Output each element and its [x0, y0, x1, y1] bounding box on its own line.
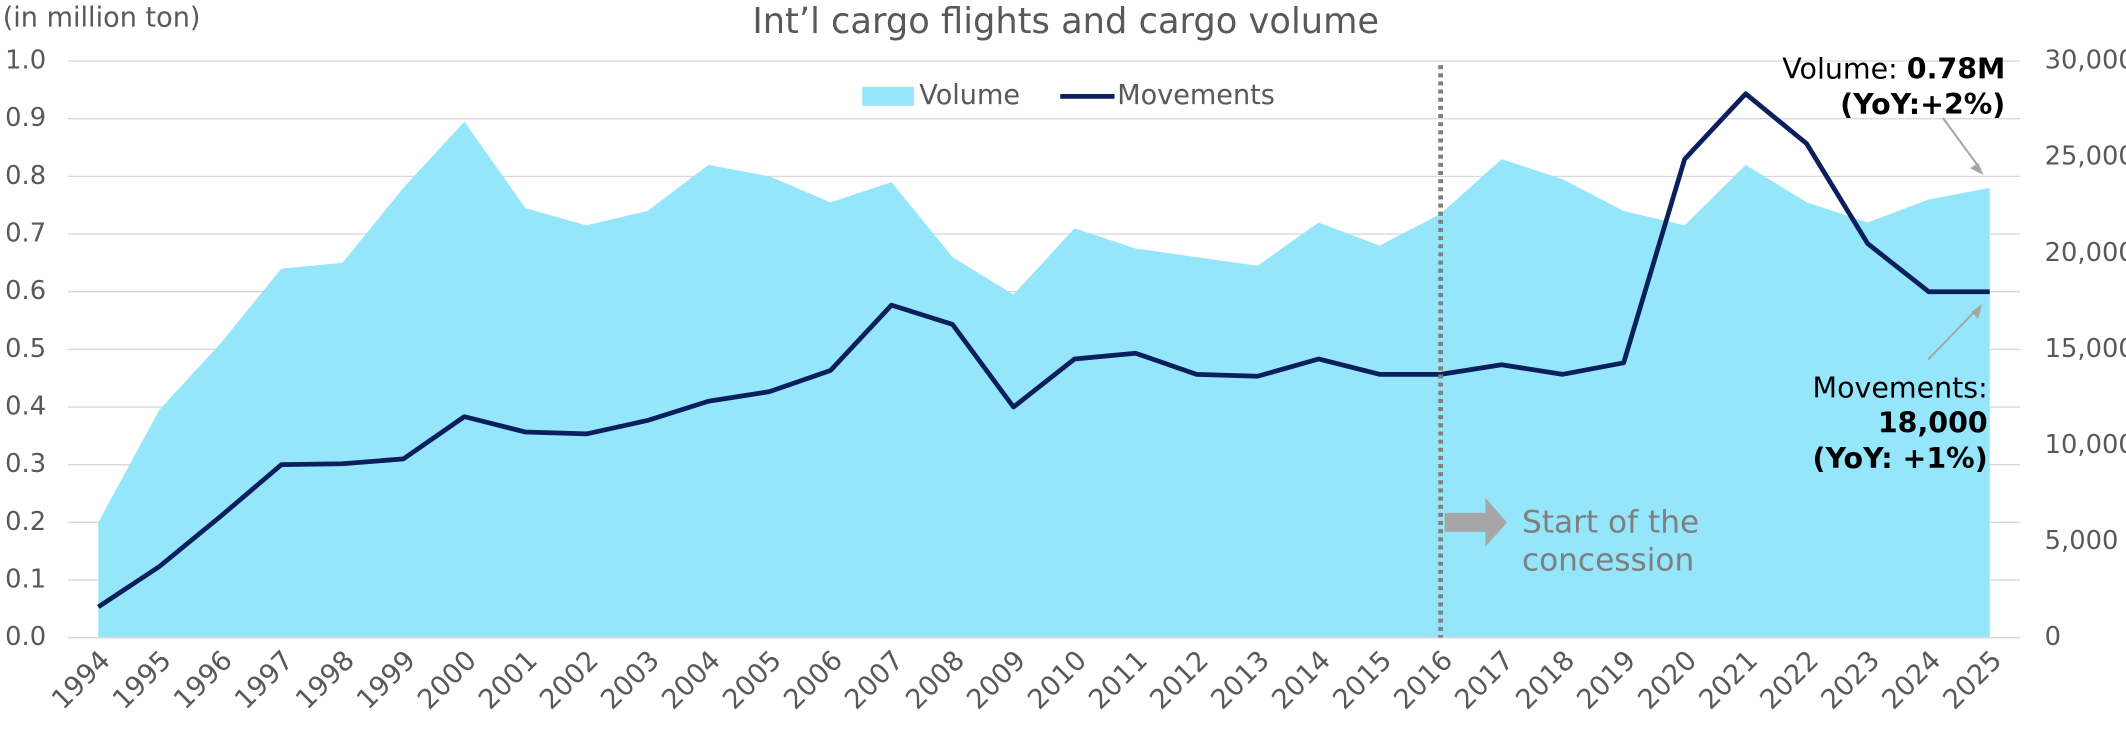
x-tick-label: 2023	[1815, 645, 1886, 716]
x-tick-label: 1994	[46, 645, 117, 716]
x-tick-label: 2011	[1083, 645, 1154, 716]
volume-note: Volume: 0.78M	[1782, 53, 2005, 86]
x-tick-label: 2016	[1388, 645, 1459, 716]
movements-note-value: 18,000	[1878, 407, 1988, 440]
y2-tick-label: 5,000	[2045, 526, 2119, 556]
volume-note-yoy: (YoY:+2%)	[1840, 88, 2005, 121]
concession-arrow	[1444, 497, 1508, 547]
x-tick-label: 2002	[534, 645, 605, 716]
y2-tick-label: 20,000	[2045, 238, 2126, 268]
y2-tick-label: 10,000	[2045, 430, 2126, 460]
y-tick-label: 0.9	[5, 103, 46, 133]
x-tick-label: 2007	[839, 645, 910, 716]
x-tick-label: 2013	[1205, 645, 1276, 716]
x-tick-label: 2010	[1022, 645, 1093, 716]
movements-pointer	[1927, 311, 1975, 361]
y2-tick-label: 30,000	[2045, 46, 2126, 76]
x-tick-label: 2017	[1449, 645, 1520, 716]
y-tick-label: 0.1	[5, 565, 46, 595]
x-tick-label: 2005	[717, 645, 788, 716]
y-tick-label: 0.7	[5, 219, 46, 249]
y2-tick-label: 15,000	[2045, 334, 2126, 364]
chart-title: Int’l cargo flights and cargo volume	[752, 1, 1379, 42]
volume-pointer	[1942, 117, 1978, 165]
x-tick-label: 2003	[595, 645, 666, 716]
x-tick-label: 2019	[1571, 645, 1642, 716]
volume-area	[98, 121, 1990, 638]
plot	[67, 60, 2021, 639]
x-tick-label: 2025	[1937, 645, 2008, 716]
legend-swatch	[862, 86, 914, 106]
x-tick-label: 1995	[107, 645, 178, 716]
y-tick-label: 0.0	[5, 622, 46, 652]
x-tick-label: 2021	[1693, 645, 1764, 716]
x-tick-label: 2004	[656, 645, 727, 716]
y-tick-label: 1.0	[5, 46, 46, 76]
x-tick-label: 1997	[229, 645, 300, 716]
y-tick-label: 0.2	[5, 507, 46, 537]
legend-label: Volume	[919, 80, 1020, 111]
x-tick-label: 2020	[1632, 645, 1703, 716]
y-axis-label: (in million ton)	[3, 2, 201, 33]
y-tick-label: 0.4	[5, 392, 46, 422]
movements-line	[96, 91, 1990, 609]
x-tick-label: 2009	[961, 645, 1032, 716]
x-tick-label: 2024	[1876, 645, 1947, 716]
x-tick-label: 2001	[473, 645, 544, 716]
legend-label: Movements	[1117, 80, 1275, 111]
y2-tick-label: 0	[2045, 622, 2061, 652]
movements-note-label: Movements:	[1813, 371, 1988, 404]
volume-pointer-head	[1970, 162, 1984, 176]
x-tick-label: 1998	[290, 645, 361, 716]
x-tick-label: 2000	[412, 645, 483, 716]
volume-note-label: Volume:	[1782, 53, 1906, 86]
movements-pointer-head	[1971, 303, 1983, 319]
x-tick-label: 2015	[1327, 645, 1398, 716]
y2-tick-label: 25,000	[2045, 142, 2126, 172]
x-tick-label: 1996	[168, 645, 239, 716]
x-tick-label: 2018	[1510, 645, 1581, 716]
concession-note: Start of the	[1522, 505, 1699, 541]
x-tick-label: 2008	[900, 645, 971, 716]
y-tick-label: 0.6	[5, 276, 46, 306]
y-tick-label: 0.5	[5, 334, 46, 364]
movements-note-yoy: (YoY: +1%)	[1813, 442, 1988, 475]
x-tick-label: 2014	[1266, 645, 1337, 716]
y-tick-label: 0.3	[5, 449, 46, 479]
concession-note: concession	[1522, 543, 1694, 579]
volume-note-value: 0.78M	[1907, 53, 2006, 86]
x-tick-label: 1999	[351, 645, 422, 716]
x-tick-label: 2006	[778, 645, 849, 716]
y-tick-label: 0.8	[5, 161, 46, 191]
x-tick-label: 2012	[1144, 645, 1215, 716]
x-tick-label: 2022	[1754, 645, 1825, 716]
